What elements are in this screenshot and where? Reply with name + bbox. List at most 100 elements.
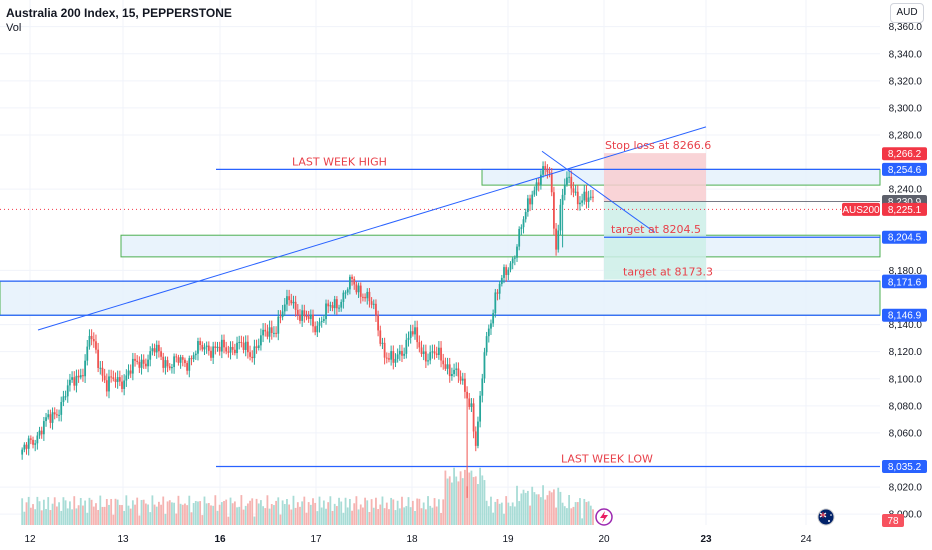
- volume-bar: [229, 497, 232, 525]
- candle-body: [110, 376, 113, 378]
- candle-body: [127, 370, 130, 376]
- volume-bar: [225, 499, 228, 525]
- volume-bar: [301, 501, 304, 525]
- candle-body: [207, 345, 210, 351]
- volume-bar: [92, 506, 95, 525]
- volume-bar: [149, 512, 152, 525]
- volume-bar: [144, 503, 147, 525]
- candle-body: [47, 414, 50, 418]
- volume-bar: [266, 495, 269, 525]
- candle-body: [240, 341, 243, 343]
- event-lightning-icon: [595, 508, 613, 526]
- candle-body: [381, 342, 384, 344]
- currency-button[interactable]: AUD: [890, 3, 924, 23]
- candle-body: [312, 314, 314, 327]
- volume-bar: [260, 500, 262, 525]
- volume-bar: [500, 502, 503, 525]
- candle-body: [498, 283, 501, 294]
- volume-bar: [366, 500, 369, 525]
- candle-body: [579, 202, 581, 205]
- volume-bar: [546, 495, 549, 525]
- candle-body: [346, 289, 349, 293]
- volume-bar: [537, 494, 540, 525]
- volume-bar: [162, 496, 165, 525]
- candle-body: [158, 344, 160, 352]
- price-axis[interactable]: 8,360.0 8,340.0 8,320.0 8,300.0 8,280.0 8,240…: [889, 22, 923, 521]
- volume-bar: [420, 508, 423, 525]
- price-tag-text: 8,230.9: [888, 197, 922, 208]
- candle-body: [144, 363, 147, 367]
- volume-bar: [479, 467, 482, 525]
- volume-bar: [507, 502, 510, 525]
- candle-body: [201, 344, 204, 350]
- candle-body: [66, 385, 69, 397]
- volume-bar: [563, 506, 566, 525]
- volume-bar: [340, 501, 343, 525]
- candle-body: [95, 341, 97, 350]
- volume-bar: [357, 509, 360, 525]
- volume-bar: [427, 496, 429, 525]
- volume-bar: [592, 509, 594, 525]
- volume-bar: [346, 507, 349, 525]
- rising-trendline: [37, 126, 707, 331]
- volume-bar: [281, 500, 284, 525]
- time-axis[interactable]: 12 13 16 17 18 19 20 23 24: [24, 534, 812, 545]
- candle-body: [218, 346, 221, 352]
- volume-bar: [101, 506, 104, 525]
- candle-body: [411, 331, 414, 335]
- volume-bar: [370, 499, 373, 525]
- candle-body: [140, 359, 143, 368]
- candle-body: [103, 375, 106, 381]
- volume-bars: [21, 467, 594, 525]
- price-tick: 8,060.0: [889, 428, 923, 439]
- volume-bar: [290, 509, 293, 525]
- volume-bar: [110, 498, 113, 525]
- candle-body: [537, 182, 540, 185]
- candle-body: [500, 277, 503, 284]
- candle-body: [522, 219, 525, 228]
- candle-body: [442, 360, 445, 365]
- candle-body: [190, 358, 193, 360]
- candle-body: [526, 198, 529, 213]
- volume-bar: [142, 499, 145, 525]
- price-tag-bg: [882, 147, 927, 161]
- symbol-tag: AUS200: [842, 202, 880, 216]
- falling-trendline: [541, 150, 656, 233]
- volume-bar: [75, 508, 78, 525]
- candle-body: [446, 364, 449, 369]
- candle-body: [223, 339, 225, 348]
- volume-bar: [468, 472, 471, 525]
- volume-bar: [288, 504, 291, 525]
- volume-bar: [97, 509, 100, 525]
- candle-body: [290, 300, 293, 304]
- candle-body: [69, 379, 71, 386]
- candle-body: [116, 377, 119, 383]
- candle-body: [149, 351, 152, 360]
- volume-bar: [64, 500, 67, 525]
- candle-body: [175, 356, 178, 358]
- volume-bar: [203, 496, 206, 525]
- volume-bar: [327, 502, 330, 525]
- volume-indicator-label: Vol: [6, 22, 22, 34]
- volume-bar: [524, 492, 527, 525]
- candle-body: [125, 375, 128, 381]
- volume-bar: [236, 507, 238, 525]
- candle-body: [327, 303, 330, 307]
- candle-body: [546, 169, 549, 173]
- volume-bar: [411, 500, 414, 525]
- volume-bar: [533, 492, 536, 525]
- volume-bar: [433, 498, 436, 525]
- candle-body: [424, 351, 427, 362]
- volume-bar: [372, 507, 375, 525]
- candle-body: [342, 292, 345, 302]
- candle-body: [305, 316, 308, 318]
- candle-body: [142, 359, 145, 364]
- volume-bar: [405, 506, 408, 525]
- volume-bar: [42, 499, 45, 525]
- volume-bar: [459, 471, 462, 525]
- price-tag-text: 8,035.2: [888, 462, 922, 473]
- volume-bar: [303, 496, 306, 525]
- volume-bar: [253, 516, 256, 525]
- candle-body: [307, 316, 310, 319]
